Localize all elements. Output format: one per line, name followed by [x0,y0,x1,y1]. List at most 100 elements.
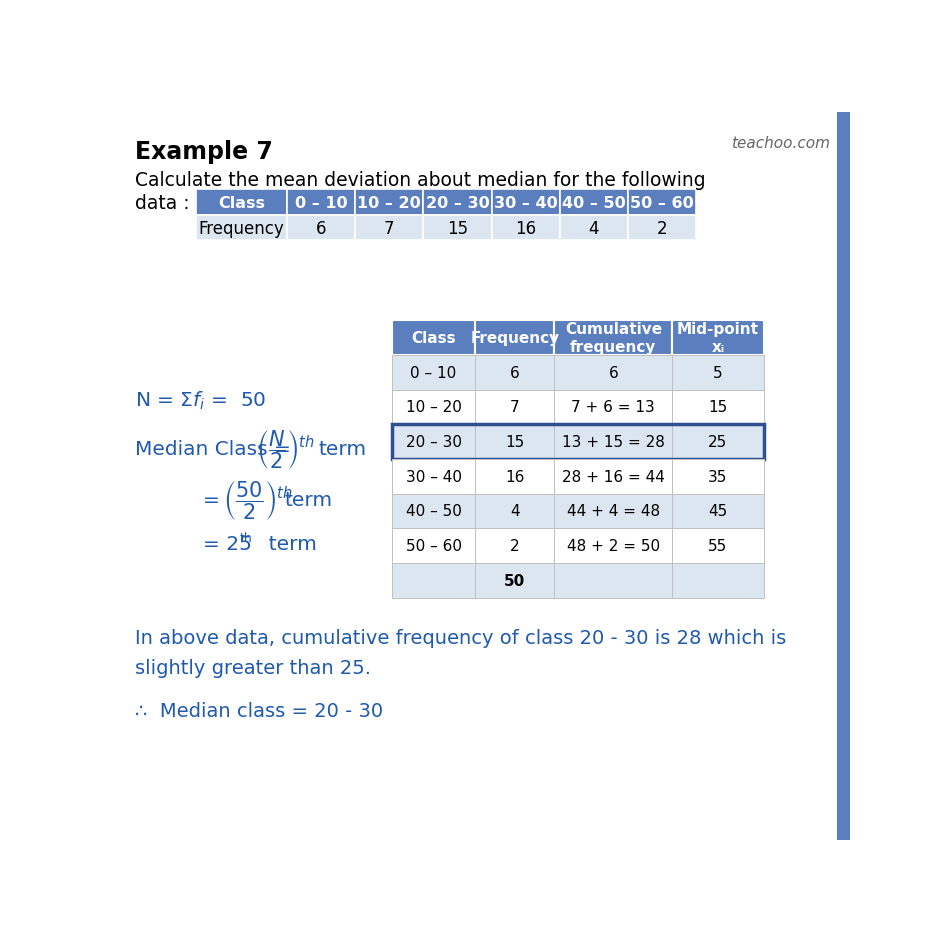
Text: 6: 6 [315,219,326,237]
Text: 6: 6 [608,365,617,380]
Text: 40 – 50: 40 – 50 [562,195,625,211]
Bar [671,494,763,529]
Bar [554,356,671,390]
Bar [287,215,355,241]
Bar [391,564,475,598]
Text: Calculate the mean deviation about median for the following: Calculate the mean deviation about media… [135,171,705,190]
Bar [195,215,287,241]
Bar [491,215,559,241]
Bar [475,529,554,564]
Bar [475,494,554,529]
Text: 28 + 16 = 44: 28 + 16 = 44 [562,469,664,484]
Text: 30 – 40: 30 – 40 [405,469,461,484]
Text: = 25: = 25 [203,534,252,553]
Bar [671,564,763,598]
Text: N = $\Sigma$$f_i$ =  50: N = $\Sigma$$f_i$ = 50 [135,389,266,412]
Bar [391,460,475,494]
Bar [287,190,355,215]
Bar [671,356,763,390]
Bar [491,190,559,215]
Text: term: term [318,440,366,459]
Text: Class: Class [411,330,455,346]
Text: 4: 4 [588,219,598,237]
Text: slightly greater than 25.: slightly greater than 25. [135,658,371,677]
Text: 30 – 40: 30 – 40 [494,195,557,211]
Bar [671,460,763,494]
Bar [391,321,475,356]
Text: 40 – 50: 40 – 50 [405,504,461,519]
Text: $\left(\dfrac{50}{2}\right)^{th}$: $\left(\dfrac{50}{2}\right)^{th}$ [223,479,293,522]
Text: 13 + 15 = 28: 13 + 15 = 28 [562,434,664,449]
Text: 7: 7 [510,400,519,415]
Text: 10 – 20: 10 – 20 [405,400,461,415]
Bar [391,529,475,564]
Bar [671,321,763,356]
Text: In above data, cumulative frequency of class 20 - 30 is 28 which is: In above data, cumulative frequency of c… [135,629,785,648]
Bar [554,460,671,494]
Bar [475,460,554,494]
Text: 48 + 2 = 50: 48 + 2 = 50 [566,538,659,553]
Text: 10 – 20: 10 – 20 [357,195,421,211]
Text: data :: data : [135,194,190,213]
Text: Frequency: Frequency [470,330,559,346]
Bar [475,390,554,425]
Text: 7 + 6 = 13: 7 + 6 = 13 [571,400,654,415]
Text: 15: 15 [447,219,467,237]
Bar [355,215,423,241]
Bar [423,190,491,215]
Bar [628,215,696,241]
Bar [559,215,628,241]
Text: 50 – 60: 50 – 60 [630,195,693,211]
Bar [391,425,475,460]
Bar [554,425,671,460]
Text: ∴  Median class = 20 - 30: ∴ Median class = 20 - 30 [135,701,383,720]
Text: 20 – 30: 20 – 30 [425,195,489,211]
Text: 16: 16 [514,219,536,237]
Text: 25: 25 [708,434,727,449]
Text: 0 – 10: 0 – 10 [410,365,456,380]
Bar [554,321,671,356]
Text: Median Class =: Median Class = [135,440,297,459]
Bar [475,564,554,598]
Bar [391,425,763,460]
Bar [475,356,554,390]
Text: 50 – 60: 50 – 60 [405,538,461,553]
Bar [559,190,628,215]
Text: 4: 4 [510,504,519,519]
Bar [554,564,671,598]
Text: 55: 55 [708,538,727,553]
Bar [423,215,491,241]
Bar [671,529,763,564]
Text: th: th [240,531,252,545]
Text: 15: 15 [708,400,727,415]
Text: 16: 16 [505,469,524,484]
Bar [391,494,475,529]
Text: 2: 2 [510,538,519,553]
Bar [671,425,763,460]
Bar [628,190,696,215]
Text: 44 + 4 = 48: 44 + 4 = 48 [566,504,659,519]
Text: 0 – 10: 0 – 10 [295,195,347,211]
Text: Example 7: Example 7 [135,141,273,164]
Text: Class: Class [218,195,264,211]
Bar [835,113,850,840]
Bar [391,356,475,390]
Bar [195,190,287,215]
Bar [475,425,554,460]
Text: =: = [203,491,227,510]
Text: teachoo.com: teachoo.com [730,136,829,151]
Text: $\left(\dfrac{N}{2}\right)^{th}$: $\left(\dfrac{N}{2}\right)^{th}$ [256,428,314,471]
Text: 6: 6 [510,365,519,380]
Text: Cumulative
frequency: Cumulative frequency [565,322,661,355]
Text: Mid-point
xᵢ: Mid-point xᵢ [676,322,758,355]
Bar [554,494,671,529]
Text: 2: 2 [656,219,666,237]
Bar [554,529,671,564]
Bar [355,190,423,215]
Bar [475,321,554,356]
Text: 20 – 30: 20 – 30 [405,434,461,449]
Text: term: term [284,491,332,510]
Text: 15: 15 [505,434,524,449]
Text: 50: 50 [504,573,525,588]
Text: 35: 35 [708,469,727,484]
